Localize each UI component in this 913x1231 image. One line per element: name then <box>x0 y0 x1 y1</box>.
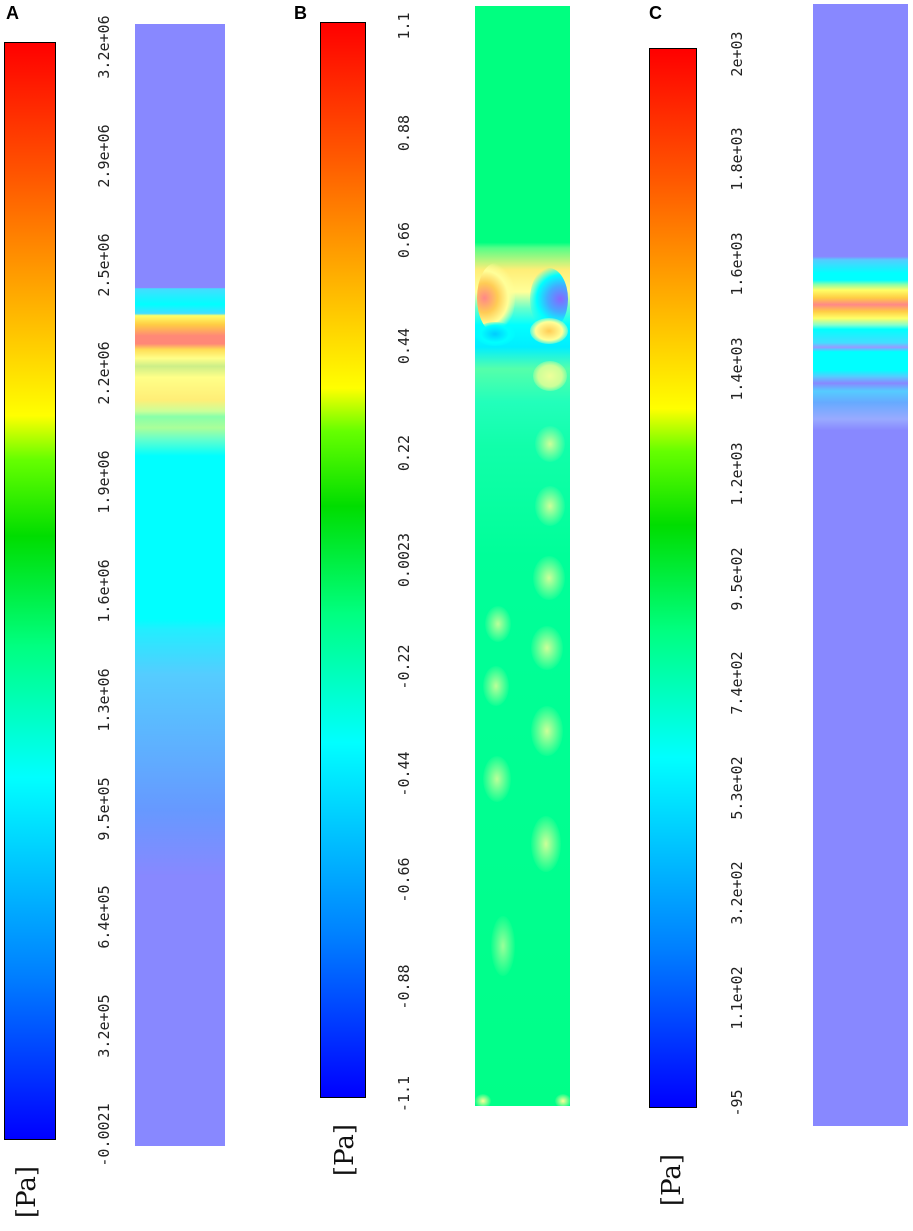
panel-b-colorbar <box>320 22 366 1098</box>
panel-c-letter: C <box>649 3 662 23</box>
panel-b-pressure-field <box>475 6 570 1106</box>
panel-c-pressure-field <box>813 4 908 1126</box>
panel-c-colorbar <box>649 48 697 1108</box>
panel-a-letter: A <box>6 3 19 23</box>
panel-b-letter: B <box>294 3 307 23</box>
panel-a-pressure-field <box>135 24 225 1146</box>
panel-a-colorbar <box>4 42 56 1140</box>
